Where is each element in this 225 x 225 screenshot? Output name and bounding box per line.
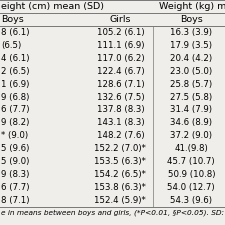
Text: Boys: Boys [1, 15, 24, 24]
Text: 4 (6.1): 4 (6.1) [1, 54, 30, 63]
Text: 117.0 (6.2): 117.0 (6.2) [97, 54, 144, 63]
Text: Boys: Boys [180, 15, 203, 24]
Text: 128.6 (7.1): 128.6 (7.1) [97, 80, 144, 89]
Text: 50.9 (10.8): 50.9 (10.8) [167, 170, 215, 179]
Bar [0, 78, 225, 91]
Bar [0, 26, 225, 39]
Bar [0, 90, 225, 104]
Text: 132.6 (7.5): 132.6 (7.5) [97, 92, 144, 101]
Text: 37.2 (9.0): 37.2 (9.0) [170, 131, 212, 140]
Bar [0, 52, 225, 65]
Text: 143.1 (8.3): 143.1 (8.3) [97, 118, 144, 127]
Text: 8 (6.1): 8 (6.1) [1, 28, 30, 37]
Bar [0, 0, 225, 13]
Text: 137.8 (8.3): 137.8 (8.3) [97, 106, 144, 115]
Text: 17.9 (3.5): 17.9 (3.5) [170, 41, 212, 50]
Text: 105.2 (6.1): 105.2 (6.1) [97, 28, 144, 37]
Text: 9 (8.3): 9 (8.3) [1, 170, 29, 179]
Text: 34.6 (8.9): 34.6 (8.9) [170, 118, 212, 127]
Text: 25.8 (5.7): 25.8 (5.7) [170, 80, 212, 89]
Bar [0, 39, 225, 52]
Bar [0, 117, 225, 129]
Text: 148.2 (7.6): 148.2 (7.6) [97, 131, 144, 140]
Text: e in means between boys and girls, (*P<0.01, §P<0.05). SD: S: e in means between boys and girls, (*P<0… [1, 209, 225, 216]
Text: 122.4 (6.7): 122.4 (6.7) [97, 67, 144, 76]
Text: 1 (6.9): 1 (6.9) [1, 80, 29, 89]
Text: 5 (9.0): 5 (9.0) [1, 157, 29, 166]
Bar [0, 155, 225, 168]
Text: 20.4 (4.2): 20.4 (4.2) [170, 54, 212, 63]
Text: 8 (7.1): 8 (7.1) [1, 196, 30, 205]
Text: 31.4 (7.9): 31.4 (7.9) [170, 106, 212, 115]
Text: 9 (6.8): 9 (6.8) [1, 92, 29, 101]
Text: 2 (6.5): 2 (6.5) [1, 67, 30, 76]
Text: * (9.0): * (9.0) [1, 131, 28, 140]
Bar [0, 181, 225, 194]
Text: 6 (7.7): 6 (7.7) [1, 183, 30, 192]
Text: 27.5 (5.8): 27.5 (5.8) [170, 92, 212, 101]
Text: eight (cm) mean (SD): eight (cm) mean (SD) [1, 2, 104, 11]
Bar [0, 13, 225, 26]
Bar [0, 194, 225, 207]
Text: 23.0 (5.0): 23.0 (5.0) [170, 67, 212, 76]
Bar [0, 142, 225, 155]
Text: 54.3 (9.6): 54.3 (9.6) [170, 196, 212, 205]
Text: 5 (9.6): 5 (9.6) [1, 144, 29, 153]
Text: 154.2 (6.5)*: 154.2 (6.5)* [94, 170, 146, 179]
Text: (6.5): (6.5) [1, 41, 21, 50]
Text: Girls: Girls [110, 15, 131, 24]
Bar [0, 129, 225, 142]
Text: 54.0 (12.7): 54.0 (12.7) [167, 183, 215, 192]
Text: Weight (kg) me: Weight (kg) me [159, 2, 225, 11]
Text: 45.7 (10.7): 45.7 (10.7) [167, 157, 215, 166]
Text: 152.2 (7.0)*: 152.2 (7.0)* [94, 144, 146, 153]
Text: 153.8 (6.3)*: 153.8 (6.3)* [94, 183, 146, 192]
Text: 9 (8.2): 9 (8.2) [1, 118, 29, 127]
Text: 16.3 (3.9): 16.3 (3.9) [170, 28, 212, 37]
Text: 111.1 (6.9): 111.1 (6.9) [97, 41, 144, 50]
Text: 6 (7.7): 6 (7.7) [1, 106, 30, 115]
Bar [0, 168, 225, 181]
Text: 41.(9.8): 41.(9.8) [174, 144, 208, 153]
Text: 153.5 (6.3)*: 153.5 (6.3)* [94, 157, 146, 166]
Bar [0, 65, 225, 78]
Bar [0, 104, 225, 117]
Text: 152.4 (5.9)*: 152.4 (5.9)* [94, 196, 146, 205]
